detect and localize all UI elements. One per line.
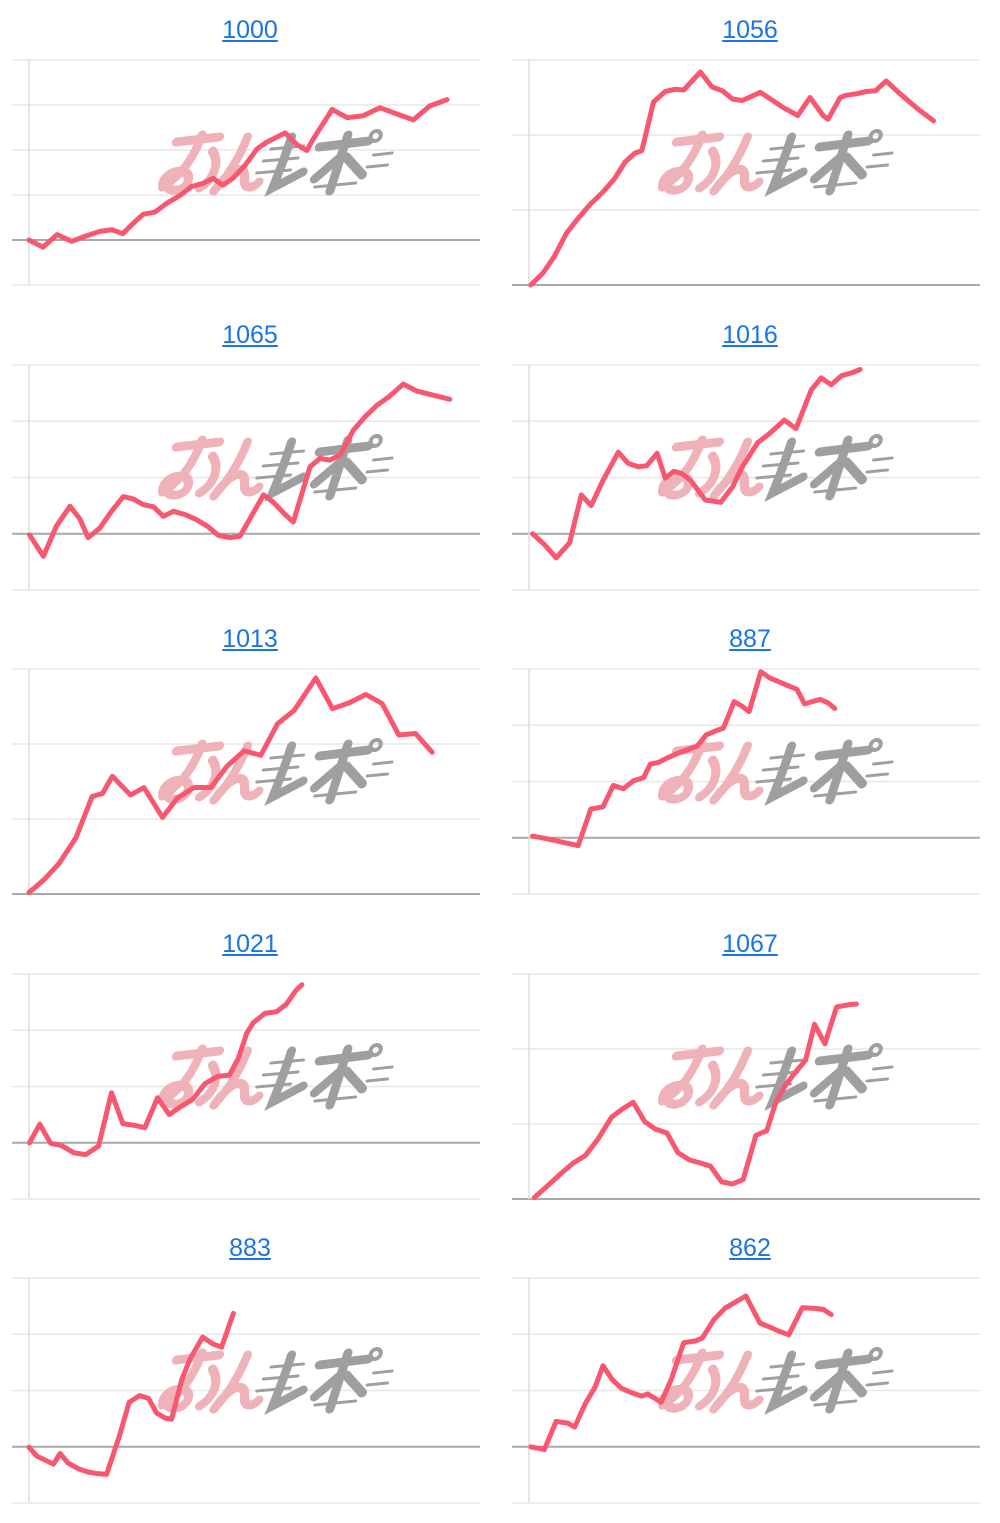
chart-cell-1000: 1000 [0, 0, 500, 305]
chart-title-link[interactable]: 883 [229, 1234, 271, 1263]
chart-title-row: 1000 [0, 0, 500, 44]
chart-cell-1013: 1013 [0, 609, 500, 914]
slump-line [531, 1001, 859, 1200]
slump-chart-1065 [12, 363, 480, 591]
slump-line [528, 69, 936, 288]
slump-chart-887 [512, 668, 980, 895]
chart-title-link[interactable]: 1016 [722, 320, 778, 349]
slump-line [530, 366, 863, 560]
chart-title-row: 883 [0, 1218, 500, 1262]
chart-cell-1067: 1067 [500, 914, 1000, 1219]
chart-title-row: 1067 [500, 914, 1000, 958]
slump-chart-1013 [12, 668, 480, 896]
chart-title-link[interactable]: 1067 [722, 929, 778, 958]
chart-cell-862: 862 [500, 1218, 1000, 1523]
chart-cell-1016: 1016 [500, 305, 1000, 610]
chart-title-link[interactable]: 1021 [222, 929, 278, 958]
slump-chart-1056 [512, 59, 980, 288]
chart-title-row: 1021 [0, 914, 500, 958]
chart-cell-1065: 1065 [0, 305, 500, 610]
slump-chart-1067 [512, 973, 980, 1200]
minrepo-logo-watermark [161, 740, 397, 800]
slump-chart-1021 [12, 973, 480, 1200]
chart-title-row: 887 [500, 609, 1000, 653]
slump-line [27, 981, 305, 1157]
slump-chart-1016 [512, 363, 980, 591]
minrepo-logo-watermark [161, 436, 397, 496]
minrepo-logo-watermark [161, 1349, 397, 1409]
chart-title-link[interactable]: 1065 [222, 320, 278, 349]
chart-title-link[interactable]: 1013 [222, 625, 278, 654]
minrepo-logo-watermark [661, 1349, 897, 1409]
slump-line [530, 669, 838, 849]
slump-line [26, 97, 450, 250]
chart-title-row: 1013 [0, 609, 500, 653]
chart-title-link[interactable]: 887 [729, 625, 771, 654]
chart-cell-1056: 1056 [500, 0, 1000, 305]
chart-cell-887: 887 [500, 609, 1000, 914]
slump-line [26, 1311, 236, 1478]
slump-chart-883 [12, 1277, 480, 1505]
chart-title-row: 1056 [500, 0, 1000, 44]
minrepo-logo-watermark [661, 131, 897, 191]
chart-title-link[interactable]: 1056 [722, 16, 778, 44]
chart-title-link[interactable]: 862 [729, 1234, 771, 1263]
chart-cell-883: 883 [0, 1218, 500, 1523]
chart-title-row: 1065 [0, 305, 500, 349]
slump-line [528, 1293, 834, 1453]
chart-cell-1021: 1021 [0, 914, 500, 1219]
slump-chart-862 [512, 1277, 980, 1505]
chart-title-row: 1016 [500, 305, 1000, 349]
minrepo-logo-watermark [161, 131, 397, 191]
chart-title-row: 862 [500, 1218, 1000, 1262]
slump-line [26, 675, 435, 896]
slump-line [27, 381, 453, 559]
slump-chart-1000 [12, 59, 480, 286]
chart-title-link[interactable]: 1000 [222, 16, 278, 44]
